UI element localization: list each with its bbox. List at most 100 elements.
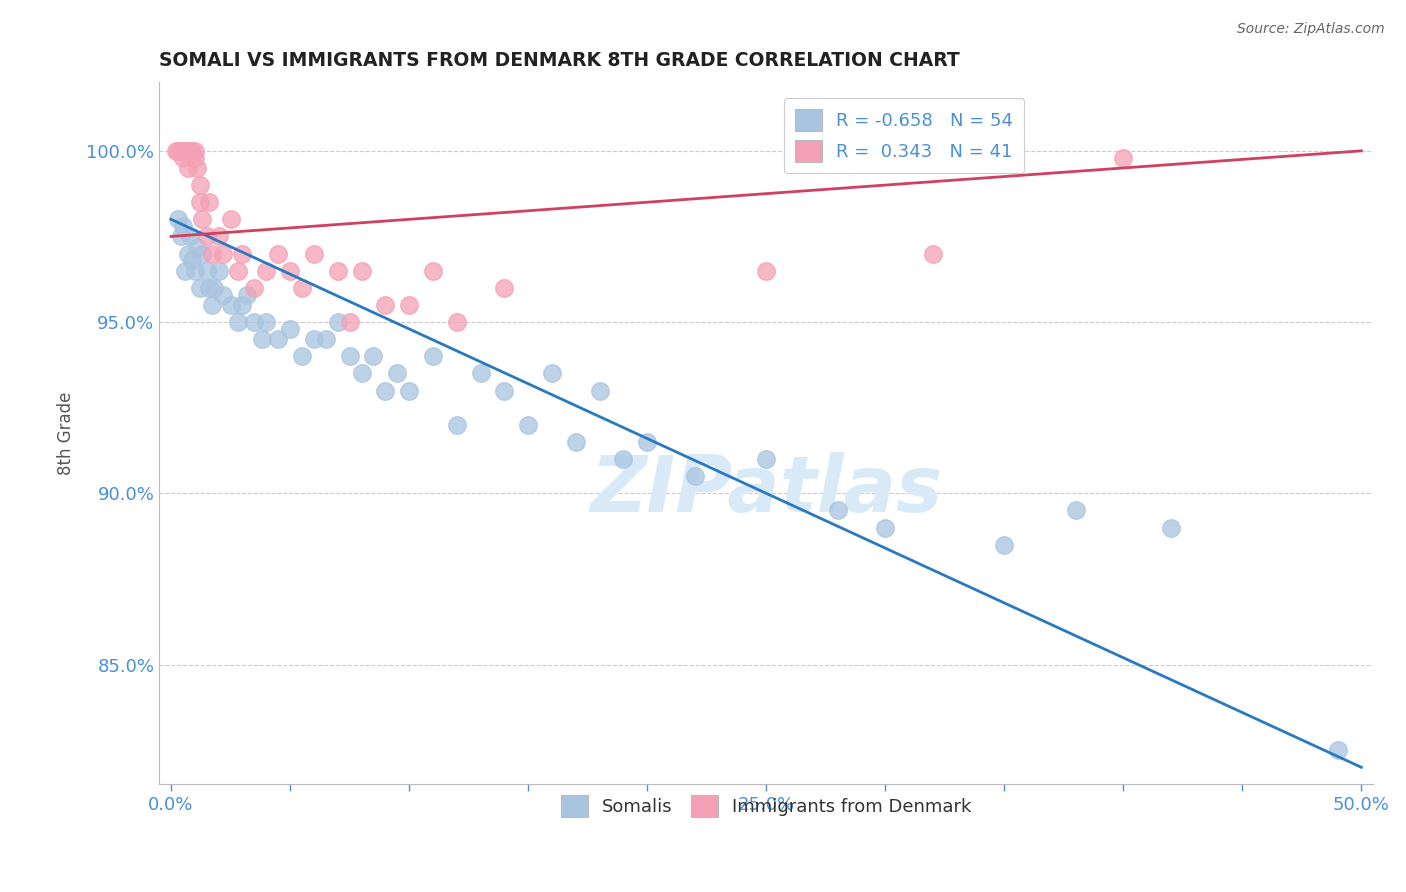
Y-axis label: 8th Grade: 8th Grade bbox=[58, 392, 75, 475]
Point bbox=[188, 195, 211, 210]
Point bbox=[181, 144, 204, 158]
Point bbox=[387, 367, 409, 381]
Point bbox=[267, 332, 290, 346]
Point bbox=[188, 178, 211, 193]
Point bbox=[398, 384, 420, 398]
Text: ZIPatlas: ZIPatlas bbox=[591, 451, 942, 527]
Point bbox=[291, 281, 314, 295]
Point bbox=[494, 384, 516, 398]
Point bbox=[195, 263, 218, 277]
Point bbox=[219, 298, 242, 312]
Point bbox=[208, 229, 231, 244]
Point bbox=[612, 452, 634, 467]
Point bbox=[179, 144, 201, 158]
Legend: Somalis, Immigrants from Denmark: Somalis, Immigrants from Denmark bbox=[554, 788, 979, 824]
Point bbox=[250, 332, 273, 346]
Point bbox=[172, 151, 194, 165]
Point bbox=[755, 263, 778, 277]
Point bbox=[278, 322, 301, 336]
Point bbox=[191, 246, 214, 260]
Point bbox=[165, 144, 187, 158]
Point bbox=[169, 229, 191, 244]
Point bbox=[186, 161, 208, 175]
Point bbox=[326, 263, 349, 277]
Point bbox=[188, 281, 211, 295]
Point bbox=[179, 229, 201, 244]
Text: Source: ZipAtlas.com: Source: ZipAtlas.com bbox=[1237, 22, 1385, 37]
Point bbox=[184, 144, 207, 158]
Point bbox=[636, 434, 658, 449]
Point bbox=[267, 246, 290, 260]
Point bbox=[339, 315, 361, 329]
Point bbox=[195, 229, 218, 244]
Point bbox=[446, 417, 468, 432]
Point bbox=[278, 263, 301, 277]
Point bbox=[200, 298, 222, 312]
Point bbox=[374, 298, 396, 312]
Point bbox=[172, 144, 194, 158]
Point bbox=[191, 212, 214, 227]
Point bbox=[315, 332, 337, 346]
Point bbox=[541, 367, 564, 381]
Point bbox=[169, 144, 191, 158]
Point bbox=[326, 315, 349, 329]
Point bbox=[1112, 151, 1135, 165]
Point bbox=[212, 287, 235, 301]
Point bbox=[446, 315, 468, 329]
Point bbox=[1326, 743, 1348, 757]
Point bbox=[254, 263, 277, 277]
Point bbox=[422, 349, 444, 363]
Point bbox=[350, 367, 373, 381]
Point bbox=[921, 246, 943, 260]
Point bbox=[683, 469, 706, 483]
Point bbox=[302, 332, 325, 346]
Point bbox=[208, 263, 231, 277]
Point bbox=[374, 384, 396, 398]
Point bbox=[254, 315, 277, 329]
Point bbox=[755, 452, 778, 467]
Point bbox=[564, 434, 586, 449]
Point bbox=[174, 144, 197, 158]
Point bbox=[167, 212, 190, 227]
Point bbox=[184, 151, 207, 165]
Point bbox=[1064, 503, 1087, 517]
Point bbox=[470, 367, 492, 381]
Point bbox=[993, 538, 1015, 552]
Point bbox=[302, 246, 325, 260]
Point bbox=[243, 281, 266, 295]
Point bbox=[172, 219, 194, 234]
Point bbox=[212, 246, 235, 260]
Point bbox=[291, 349, 314, 363]
Point bbox=[875, 520, 897, 534]
Point bbox=[226, 315, 249, 329]
Point bbox=[236, 287, 259, 301]
Point bbox=[231, 298, 253, 312]
Point bbox=[174, 263, 197, 277]
Point bbox=[177, 246, 200, 260]
Point bbox=[231, 246, 253, 260]
Point bbox=[517, 417, 540, 432]
Point bbox=[184, 263, 207, 277]
Point bbox=[186, 240, 208, 254]
Point bbox=[226, 263, 249, 277]
Point bbox=[177, 144, 200, 158]
Point bbox=[494, 281, 516, 295]
Point bbox=[363, 349, 385, 363]
Point bbox=[198, 195, 221, 210]
Point bbox=[339, 349, 361, 363]
Point bbox=[398, 298, 420, 312]
Point bbox=[198, 281, 221, 295]
Point bbox=[181, 253, 204, 268]
Point bbox=[422, 263, 444, 277]
Point bbox=[827, 503, 849, 517]
Point bbox=[200, 246, 222, 260]
Text: SOMALI VS IMMIGRANTS FROM DENMARK 8TH GRADE CORRELATION CHART: SOMALI VS IMMIGRANTS FROM DENMARK 8TH GR… bbox=[159, 51, 960, 70]
Point bbox=[350, 263, 373, 277]
Point bbox=[243, 315, 266, 329]
Point bbox=[1160, 520, 1182, 534]
Point bbox=[219, 212, 242, 227]
Point bbox=[177, 161, 200, 175]
Point bbox=[588, 384, 610, 398]
Point bbox=[167, 144, 190, 158]
Point bbox=[202, 281, 225, 295]
